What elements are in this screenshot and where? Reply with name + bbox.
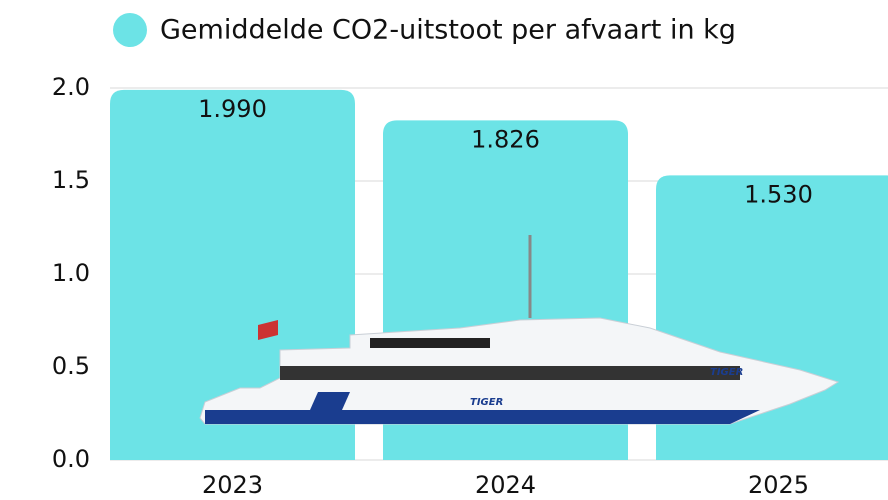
x-tick-label: 2025: [748, 471, 809, 499]
value-label: 1.990: [198, 95, 267, 123]
legend-marker: [113, 13, 147, 47]
ship-label: TIGER: [470, 397, 503, 408]
y-tick-label: 1.0: [52, 259, 90, 287]
y-tick-label: 0.5: [52, 352, 90, 380]
value-label: 1.530: [744, 180, 813, 208]
y-tick-label: 1.5: [52, 166, 90, 194]
labels: 0.0 0.5 1.0 1.5 2.0 Gemiddelde CO2-uitstoot p…: [52, 13, 813, 499]
ship-logo: [310, 392, 350, 410]
ship-windows: [370, 338, 490, 348]
ship-image: TIGER TIGER: [199, 235, 840, 425]
ship-windows: [280, 366, 740, 380]
ship-stripe: [205, 410, 760, 424]
ship-flag: [258, 320, 278, 340]
y-tick-label: 0.0: [52, 445, 90, 473]
ship-label: TIGER: [710, 367, 743, 378]
x-tick-label: 2024: [475, 471, 536, 499]
legend-text: Gemiddelde CO2-uitstoot per afvaart in k…: [160, 15, 736, 46]
value-label: 1.826: [471, 125, 540, 153]
y-tick-label: 2.0: [52, 73, 90, 101]
x-tick-label: 2023: [202, 471, 263, 499]
